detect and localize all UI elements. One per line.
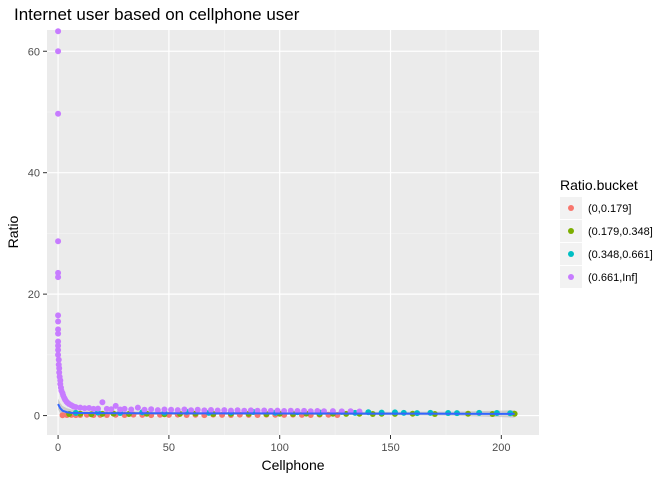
data-point [55,342,62,349]
chart-title: Internet user based on cellphone user [14,5,300,24]
data-point [121,405,128,412]
x-axis-title: Cellphone [261,457,324,473]
x-tick-label: 200 [492,442,510,454]
x-tick-label: 50 [163,442,175,454]
legend-label: (0,0.179] [588,203,631,215]
data-point [301,407,308,414]
data-point [55,338,62,345]
data-point [55,269,62,276]
legend: Ratio.bucket (0,0.179] (0.179,0.348] (0.34… [560,177,653,288]
legend-label: (0.179,0.348] [588,226,653,238]
y-axis-title: Ratio [5,215,21,248]
data-point [161,406,168,413]
legend-swatch [568,251,574,257]
data-point [234,407,241,414]
data-point [55,346,62,353]
data-point [55,356,62,363]
data-point [194,406,201,413]
data-point [181,406,188,413]
y-tick-label: 40 [28,168,40,180]
data-point [247,407,254,414]
data-point [59,412,66,419]
data-point [188,407,195,414]
x-tick-label: 0 [55,442,61,454]
data-point [55,330,62,337]
data-point [55,351,62,358]
data-point [134,404,141,411]
y-tick-label: 0 [34,411,40,423]
data-point [77,404,84,411]
data-point [112,402,119,409]
data-point [56,365,63,372]
legend-items: (0,0.179] (0.179,0.348] (0.348,0.661] (0.66… [560,197,653,288]
x-tick-label: 100 [271,442,289,454]
data-point [103,405,110,412]
data-point [208,406,214,413]
data-point [227,407,234,414]
legend-title: Ratio.bucket [560,177,638,193]
data-point [81,405,88,412]
data-point [168,406,175,413]
smooth-line [57,403,515,415]
legend-swatch [568,205,574,211]
x-tick-label: 150 [381,442,399,454]
data-point [201,407,208,414]
data-point [174,407,181,414]
data-point [55,312,62,319]
data-point [55,110,62,117]
data-point [267,407,274,414]
data-point [55,318,62,325]
data-point [99,399,106,406]
data-point [55,28,62,35]
legend-label: (0.348,0.661] [588,249,653,261]
data-point [55,274,62,281]
data-point [287,407,294,414]
data-point [274,407,281,414]
data-point [214,407,221,414]
y-tick-label: 20 [28,289,40,301]
legend-label: (0.661,Inf] [588,272,638,284]
plot-panel [47,30,539,435]
trend-line [57,403,515,415]
data-point [254,407,261,414]
y-axis-ticks: 0 20 40 60 [28,46,47,423]
data-point [261,407,268,414]
data-point [94,405,101,412]
data-point [128,406,135,413]
data-point [55,238,62,245]
data-point [72,404,79,411]
data-point [108,406,115,413]
data-point [117,406,124,413]
data-point [141,406,148,413]
data-point [55,48,62,55]
x-axis-ticks: 0 50 100 150 200 [55,435,511,454]
legend-swatch [568,228,574,234]
data-point [154,407,161,414]
data-point [221,407,228,414]
data-point [148,406,155,413]
data-point [241,407,248,414]
y-tick-label: 60 [28,46,40,58]
legend-swatch [568,274,574,280]
data-point [90,405,97,412]
data-point [55,326,62,333]
